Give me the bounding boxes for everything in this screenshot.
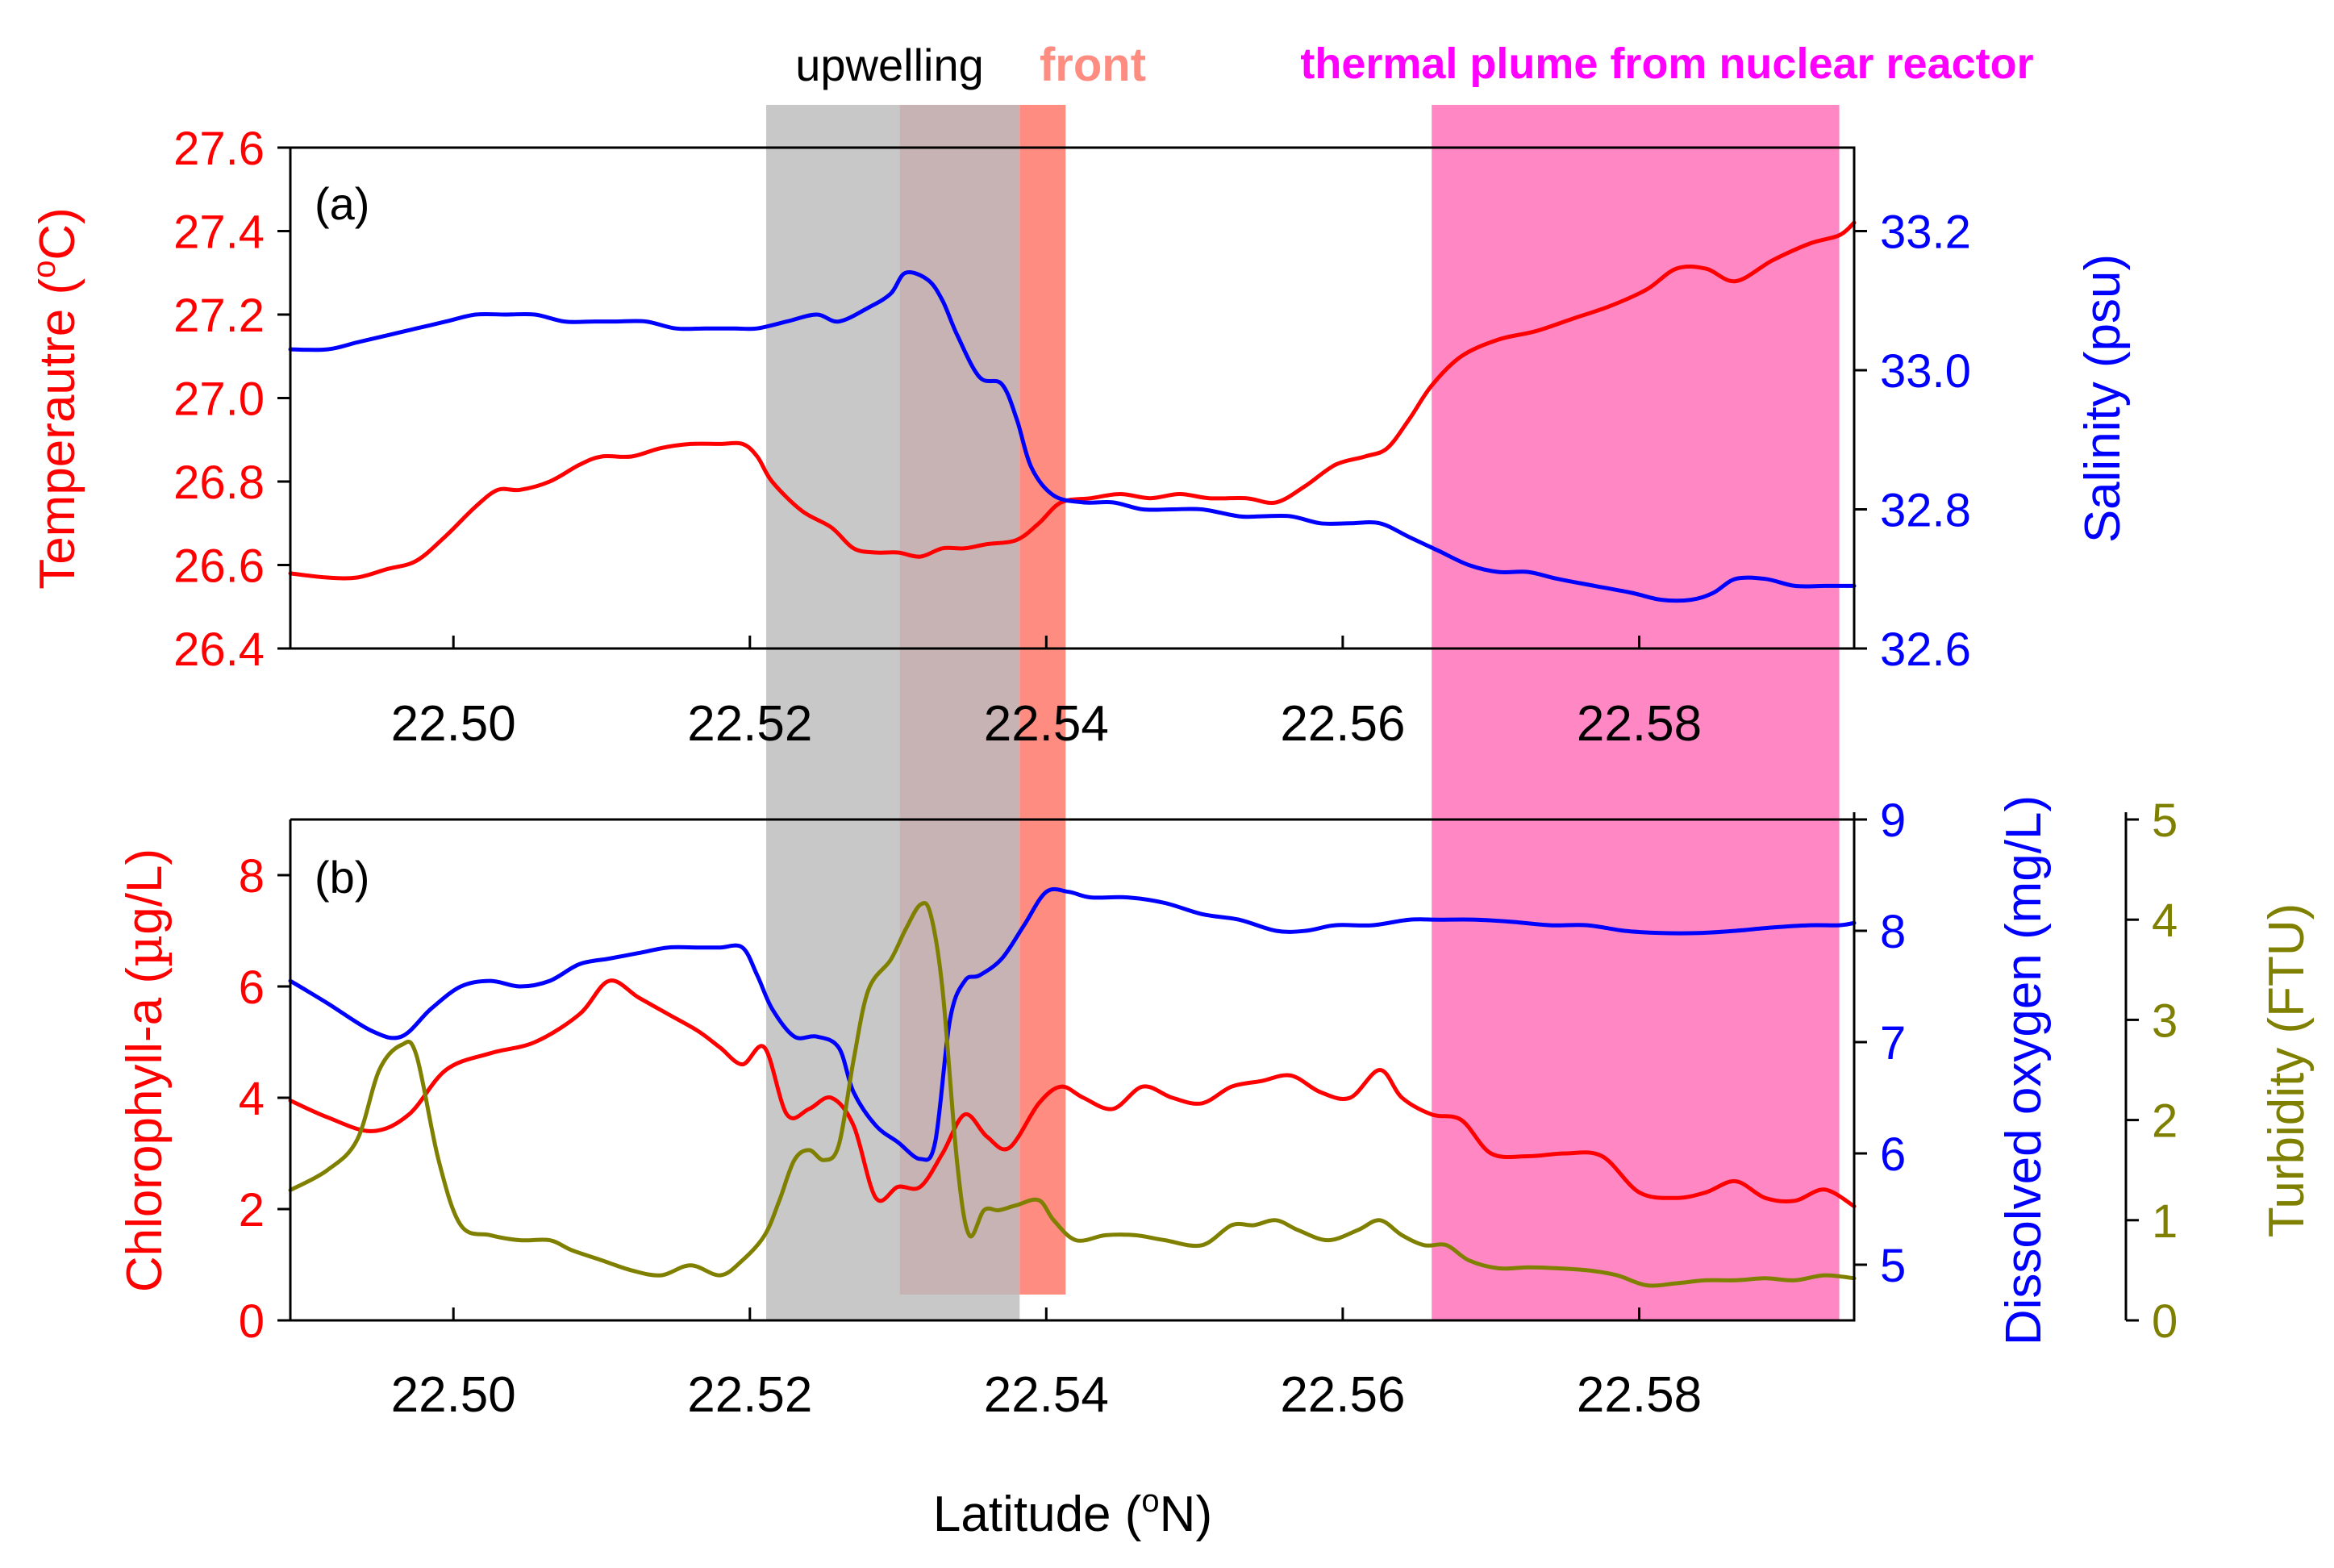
panel-a-y-left-axis: 26.4 26.6 26.8 27.0 27.2 27.4 27.6	[173, 123, 292, 676]
panel-a-series-layer	[288, 220, 1857, 603]
panel-a-series-temperature	[288, 220, 1857, 581]
panel-a-x-tick-label: 22.58	[1577, 696, 1702, 752]
panel-b-series-chlorophyll-a	[288, 978, 1857, 1208]
panel-a-series-salinity	[288, 270, 1857, 603]
panel-b-y-right-tick-label: 7	[1880, 1017, 1906, 1070]
panel-b-y-right2-tick-label: 2	[2152, 1095, 2178, 1148]
panel-b-series-dissolved-oxygen	[288, 886, 1857, 1162]
panel-a-y-left-tick-label: 27.6	[173, 123, 265, 175]
panel-b-y-right2-tick-label: 4	[2152, 895, 2178, 947]
panel-a-y-left-label: Temperautre (oC)	[27, 207, 85, 590]
panel-b-y-right-tick-label: 9	[1880, 794, 1906, 847]
panel-b-y-right2-tick-label: 5	[2152, 794, 2178, 847]
panel-a-y-right-label: Salinity (psu)	[2075, 254, 2131, 543]
panel-b-y-left-tick-label: 6	[239, 961, 265, 1014]
panel-a-y-right-tick-label: 33.0	[1880, 345, 1971, 398]
panel-a-y-left-label-prefix: Temperautre (	[30, 278, 85, 590]
panel-b-y-right-tick-label: 5	[1880, 1240, 1906, 1292]
panel-a-tag: (a)	[315, 178, 369, 229]
panel-a-y-right-axis: 32.6 32.8 33.0 33.2	[1853, 148, 1971, 676]
panel-b-y-right-tick-label: 6	[1880, 1128, 1906, 1181]
panel-a-x-tick-label: 22.56	[1280, 696, 1405, 752]
panel-b-y-left-label-prefix: Chlorophyll-a (	[117, 967, 173, 1293]
panel-b-y-left-tick-label: 0	[239, 1295, 265, 1348]
panel-a-x-tick-label: 22.52	[687, 696, 812, 752]
panel-b-x-tick-label: 22.58	[1577, 1367, 1702, 1423]
panel-b-y-left-label-mu: µ	[115, 935, 173, 967]
region-label-upwelling: upwelling	[795, 40, 984, 90]
region-band-upwelling-front-overlap	[899, 105, 1020, 1295]
panel-b-y-right2-tick-label: 1	[2152, 1195, 2178, 1248]
panel-a-y-left-label-sup: o	[27, 261, 62, 278]
region-band-upwelling-extension	[766, 1295, 1020, 1320]
panel-b-y-right-axis: 5 6 7 8 9	[1853, 794, 1906, 1320]
panel-b-y-right2-tick-label: 3	[2152, 995, 2178, 1047]
panel-b-x-tick-label: 22.50	[391, 1367, 516, 1423]
panel-a-x-tick-label: 22.54	[984, 696, 1109, 752]
panel-b-y-left-label: Chlorophyll-a (µg/L)	[115, 849, 173, 1292]
panel-b-y-left-tick-label: 8	[239, 850, 265, 903]
panel-a-y-left-tick-label: 27.0	[173, 373, 265, 426]
panel-b-x-tick-label: 22.54	[984, 1367, 1109, 1423]
panel-a: 22.50 22.52 22.54 22.56 22.58 26.4 26.6 26.8 27…	[27, 123, 2131, 752]
panel-a-y-right-tick-label: 32.8	[1880, 485, 1971, 537]
panel-b-series-layer	[288, 886, 1857, 1288]
panel-b-y-right2-axis: 0 1 2 3 4 5	[2124, 794, 2178, 1348]
region-label-front: front	[1040, 39, 1146, 91]
panel-b: 22.50 22.52 22.54 22.56 22.58 0 2 4 6 8 5 6 7 8 9 0 1…	[115, 794, 2315, 1542]
panel-a-y-left-tick-label: 26.4	[173, 623, 265, 676]
panel-a-x-tick-label: 22.50	[391, 696, 516, 752]
panel-b-tag: (b)	[315, 852, 369, 903]
panel-b-y-right2-tick-label: 0	[2152, 1295, 2178, 1348]
panel-a-y-left-tick-label: 26.8	[173, 457, 265, 509]
x-axis-label-suffix: N)	[1160, 1487, 1212, 1542]
region-label-thermal-plume: thermal plume from nuclear reactor	[1300, 40, 2033, 88]
panel-b-y-right2-label: Turbidity (FTU)	[2259, 903, 2315, 1237]
panel-a-y-left-tick-label: 26.6	[173, 540, 265, 593]
x-axis-label-prefix: Latitude (	[933, 1487, 1142, 1542]
panel-b-y-left-label-suffix: g/L)	[117, 849, 173, 935]
region-band-thermal-plume	[1432, 105, 1840, 1295]
panel-b-y-left-axis: 0 2 4 6 8	[239, 819, 292, 1348]
panel-b-series-turbidity	[288, 901, 1857, 1288]
x-axis-label: Latitude (oN)	[933, 1483, 1212, 1542]
region-band-thermal-plume-extension	[1432, 1295, 1840, 1320]
panel-a-y-left-label-suffix: C)	[30, 207, 85, 260]
panel-a-y-right-tick-label: 33.2	[1880, 206, 1971, 259]
panel-a-y-right-tick-label: 32.6	[1880, 623, 1971, 676]
panel-a-x-ticks: 22.50 22.52 22.54 22.56 22.58	[391, 636, 1702, 752]
x-axis-label-sup: o	[1141, 1483, 1159, 1519]
panel-b-x-ticks: 22.50 22.52 22.54 22.56 22.58	[391, 1307, 1702, 1423]
panel-b-x-tick-label: 22.52	[687, 1367, 812, 1423]
panel-a-y-left-tick-label: 27.4	[173, 206, 265, 259]
panel-b-y-right-tick-label: 8	[1880, 906, 1906, 958]
panel-b-y-left-tick-label: 4	[239, 1073, 265, 1125]
panel-b-y-right-label: Dissolved oxygen (mg/L)	[1996, 795, 2052, 1345]
panel-a-y-left-tick-label: 27.2	[173, 290, 265, 342]
panel-b-x-tick-label: 22.56	[1280, 1367, 1405, 1423]
panel-b-y-left-tick-label: 2	[239, 1184, 265, 1236]
